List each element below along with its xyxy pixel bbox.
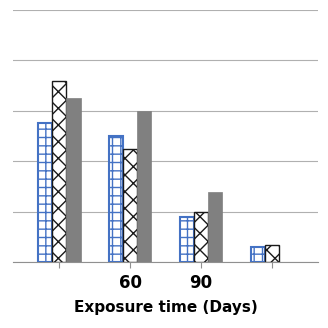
Bar — [265, 245, 279, 262]
Bar — [109, 136, 123, 262]
Bar — [251, 247, 265, 262]
Bar — [208, 192, 222, 262]
Bar — [123, 149, 137, 262]
Bar — [137, 111, 152, 262]
Bar — [180, 217, 194, 262]
Bar — [66, 98, 80, 262]
X-axis label: Exposure time (Days): Exposure time (Days) — [74, 300, 257, 315]
Bar — [38, 124, 52, 262]
Bar — [194, 212, 208, 262]
Bar — [52, 81, 66, 262]
